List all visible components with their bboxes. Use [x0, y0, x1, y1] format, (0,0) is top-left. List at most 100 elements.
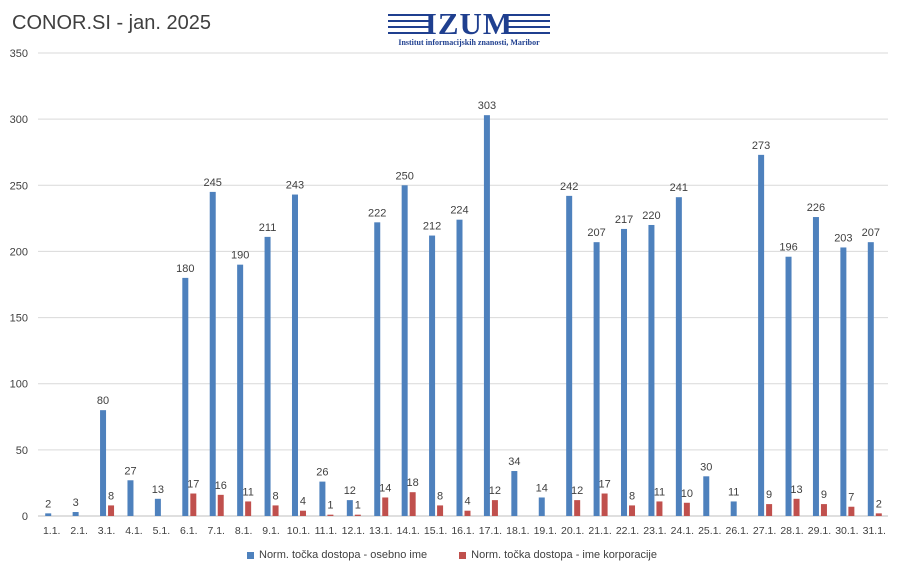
- x-tick-label: 18.1.: [506, 525, 529, 537]
- y-tick-label: 200: [10, 246, 28, 258]
- bar-series2: [629, 505, 636, 516]
- data-label-series1: 243: [286, 180, 304, 192]
- legend-item-series1: Norm. točka dostopa - osebno ime: [247, 549, 427, 561]
- bar-series1: [812, 217, 819, 516]
- bar-series1: [401, 185, 408, 517]
- bar-series2: [601, 493, 608, 516]
- bar-series2: [190, 493, 197, 516]
- data-label-series1: 220: [642, 210, 660, 222]
- y-tick-label: 100: [10, 379, 28, 391]
- x-tick-label: 8.1.: [235, 525, 253, 537]
- data-label-series2: 13: [790, 484, 802, 496]
- chart-title: CONOR.SI - jan. 2025: [12, 12, 211, 34]
- data-label-series1: 226: [807, 202, 825, 214]
- data-label-series1: 12: [344, 485, 356, 497]
- x-tick-label: 14.1.: [396, 525, 419, 537]
- x-tick-label: 10.1.: [287, 525, 310, 537]
- bar-series2: [820, 504, 827, 516]
- data-label-series2: 9: [766, 489, 772, 501]
- data-label-series1: 14: [536, 482, 548, 494]
- bar-series2: [409, 492, 416, 516]
- data-label-series1: 196: [779, 242, 797, 254]
- data-label-series2: 17: [598, 479, 610, 491]
- x-tick-label: 11.1.: [315, 525, 338, 537]
- data-label-series2: 11: [242, 486, 253, 498]
- data-label-series1: 224: [450, 205, 468, 217]
- bar-series1: [456, 219, 463, 516]
- data-label-series2: 12: [571, 485, 583, 497]
- data-label-series2: 4: [464, 496, 470, 508]
- bar-series1: [374, 222, 381, 516]
- data-label-series1: 80: [97, 395, 109, 407]
- data-label-series1: 27: [124, 465, 136, 477]
- data-label-series2: 1: [327, 500, 333, 512]
- bar-series2: [574, 500, 581, 516]
- x-tick-label: 3.1.: [98, 525, 116, 537]
- bar-series1: [237, 264, 244, 516]
- bar-chart: 0501001502002503003501.1.22.1.33.1.8084.…: [10, 48, 888, 537]
- data-label-series2: 14: [379, 482, 391, 494]
- data-label-series2: 8: [108, 490, 114, 502]
- bar-series2: [437, 505, 444, 516]
- data-label-series1: 203: [834, 232, 852, 244]
- bar-series1: [538, 497, 545, 516]
- legend-item-series2: Norm. točka dostopa - ime korporacije: [459, 549, 657, 561]
- bar-series2: [354, 514, 361, 516]
- bar-series1: [566, 195, 573, 516]
- x-tick-label: 17.1.: [479, 525, 502, 537]
- y-tick-label: 300: [10, 114, 28, 126]
- data-label-series2: 7: [848, 492, 854, 504]
- x-tick-label: 25.1.: [698, 525, 721, 537]
- data-label-series2: 1: [355, 500, 361, 512]
- data-label-series1: 207: [862, 227, 880, 239]
- x-tick-label: 27.1.: [753, 525, 776, 537]
- data-label-series2: 8: [273, 490, 279, 502]
- data-label-series2: 8: [629, 490, 635, 502]
- x-tick-label: 2.1.: [70, 525, 88, 537]
- bar-series2: [108, 505, 115, 516]
- data-label-series1: 11: [728, 486, 739, 498]
- bar-series2: [656, 501, 663, 516]
- bar-series2: [327, 514, 334, 516]
- data-label-series1: 217: [615, 214, 633, 226]
- bar-series1: [648, 224, 655, 516]
- bar-series1: [511, 471, 518, 516]
- x-tick-label: 31.1.: [863, 525, 886, 537]
- bar-series1: [429, 235, 436, 516]
- bar-series1: [840, 247, 847, 516]
- data-label-series1: 250: [395, 170, 413, 182]
- bar-series1: [346, 500, 353, 516]
- x-tick-label: 1.1.: [43, 525, 61, 537]
- data-label-series2: 2: [876, 498, 882, 510]
- data-label-series1: 303: [478, 100, 496, 112]
- bar-series1: [675, 197, 682, 517]
- data-label-series1: 180: [176, 263, 194, 275]
- legend-swatch-series1: [247, 551, 254, 559]
- x-tick-label: 28.1.: [780, 525, 803, 537]
- bar-series1: [319, 481, 326, 516]
- x-tick-label: 23.1.: [643, 525, 666, 537]
- x-tick-label: 7.1.: [207, 525, 225, 537]
- bar-series1: [100, 410, 107, 516]
- bar-series1: [72, 512, 79, 516]
- legend: Norm. točka dostopa - osebno ime Norm. t…: [0, 549, 904, 561]
- bar-series2: [272, 505, 279, 516]
- x-tick-label: 19.1.: [534, 525, 557, 537]
- logo-text: IZUM: [424, 6, 514, 41]
- bar-series2: [464, 510, 471, 516]
- x-tick-label: 13.1.: [369, 525, 392, 537]
- bar-series1: [45, 513, 52, 516]
- legend-swatch-series2: [459, 551, 467, 559]
- x-tick-label: 5.1.: [153, 525, 171, 537]
- izum-logo: IZUM Institut informacijskih znanosti, M…: [388, 8, 550, 48]
- x-tick-label: 9.1.: [262, 525, 280, 537]
- x-tick-label: 20.1.: [561, 525, 584, 537]
- data-label-series1: 190: [231, 250, 249, 262]
- bar-series1: [785, 256, 792, 516]
- bar-series1: [127, 480, 134, 516]
- x-tick-label: 15.1.: [424, 525, 447, 537]
- bar-series1: [182, 277, 189, 516]
- data-label-series1: 245: [204, 177, 222, 189]
- data-label-series1: 211: [259, 222, 277, 234]
- bar-series1: [593, 242, 600, 516]
